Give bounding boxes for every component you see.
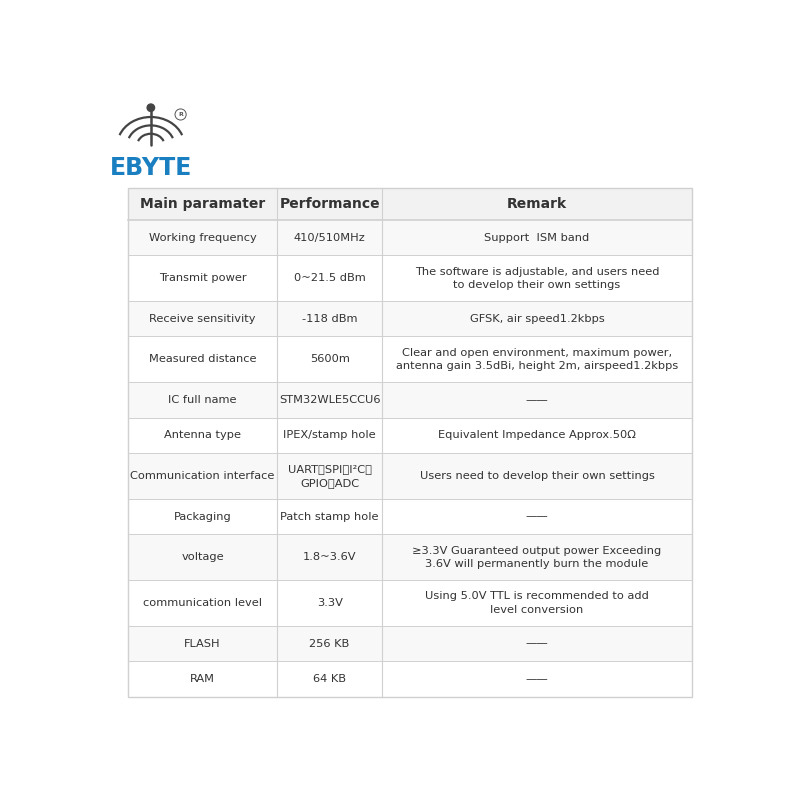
Text: IPEX/stamp hole: IPEX/stamp hole bbox=[283, 430, 376, 440]
Text: -118 dBm: -118 dBm bbox=[302, 314, 358, 324]
Text: 256 KB: 256 KB bbox=[310, 638, 350, 649]
Text: Packaging: Packaging bbox=[174, 511, 231, 522]
Text: ——: —— bbox=[526, 674, 548, 684]
Text: Performance: Performance bbox=[279, 197, 380, 211]
Bar bbox=[128, 188, 692, 697]
Text: EBYTE: EBYTE bbox=[110, 156, 192, 180]
Bar bbox=[128, 188, 692, 220]
Circle shape bbox=[147, 104, 154, 111]
Bar bbox=[128, 534, 692, 580]
Text: The software is adjustable, and users need
to develop their own settings: The software is adjustable, and users ne… bbox=[414, 266, 659, 290]
Text: R: R bbox=[178, 112, 183, 117]
Text: Remark: Remark bbox=[507, 197, 567, 211]
Text: ≥3.3V Guaranteed output power Exceeding
3.6V will permanently burn the module: ≥3.3V Guaranteed output power Exceeding … bbox=[412, 546, 662, 569]
Bar bbox=[128, 626, 692, 662]
Bar bbox=[128, 255, 692, 301]
Circle shape bbox=[175, 109, 186, 120]
Text: Clear and open environment, maximum power,
antenna gain 3.5dBi, height 2m, airsp: Clear and open environment, maximum powe… bbox=[396, 348, 678, 371]
Text: Patch stamp hole: Patch stamp hole bbox=[280, 511, 379, 522]
Text: voltage: voltage bbox=[182, 552, 224, 562]
Bar bbox=[128, 337, 692, 382]
Bar bbox=[128, 301, 692, 337]
Bar bbox=[128, 188, 692, 697]
Bar bbox=[128, 499, 692, 534]
Text: UART、SPI、I²C、
GPIO、ADC: UART、SPI、I²C、 GPIO、ADC bbox=[288, 464, 372, 487]
Text: Receive sensitivity: Receive sensitivity bbox=[150, 314, 256, 324]
Text: ——: —— bbox=[526, 638, 548, 649]
Text: Measured distance: Measured distance bbox=[149, 354, 257, 364]
Bar bbox=[128, 382, 692, 418]
Text: Equivalent Impedance Approx.50Ω: Equivalent Impedance Approx.50Ω bbox=[438, 430, 636, 440]
Bar bbox=[128, 662, 692, 697]
Bar bbox=[128, 220, 692, 255]
Text: GFSK, air speed1.2kbps: GFSK, air speed1.2kbps bbox=[470, 314, 604, 324]
Text: Communication interface: Communication interface bbox=[130, 471, 275, 481]
Text: 0~21.5 dBm: 0~21.5 dBm bbox=[294, 273, 366, 283]
Text: RAM: RAM bbox=[190, 674, 215, 684]
Bar bbox=[128, 453, 692, 499]
Text: STM32WLE5CCU6: STM32WLE5CCU6 bbox=[279, 395, 380, 405]
Text: Antenna type: Antenna type bbox=[164, 430, 241, 440]
Text: 3.3V: 3.3V bbox=[317, 598, 342, 608]
Bar bbox=[128, 580, 692, 626]
Text: Using 5.0V TTL is recommended to add
level conversion: Using 5.0V TTL is recommended to add lev… bbox=[425, 591, 649, 614]
Text: 1.8~3.6V: 1.8~3.6V bbox=[303, 552, 356, 562]
Text: Support  ISM band: Support ISM band bbox=[484, 233, 590, 242]
Text: FLASH: FLASH bbox=[184, 638, 221, 649]
Bar bbox=[128, 418, 692, 453]
Text: 64 KB: 64 KB bbox=[313, 674, 346, 684]
Text: Users need to develop their own settings: Users need to develop their own settings bbox=[419, 471, 654, 481]
Text: IC full name: IC full name bbox=[169, 395, 237, 405]
Text: Main paramater: Main paramater bbox=[140, 197, 266, 211]
Text: communication level: communication level bbox=[143, 598, 262, 608]
Text: Transmit power: Transmit power bbox=[159, 273, 246, 283]
Text: 5600m: 5600m bbox=[310, 354, 350, 364]
Text: ——: —— bbox=[526, 395, 548, 405]
Text: Working frequency: Working frequency bbox=[149, 233, 257, 242]
Text: ——: —— bbox=[526, 511, 548, 522]
Text: 410/510MHz: 410/510MHz bbox=[294, 233, 366, 242]
